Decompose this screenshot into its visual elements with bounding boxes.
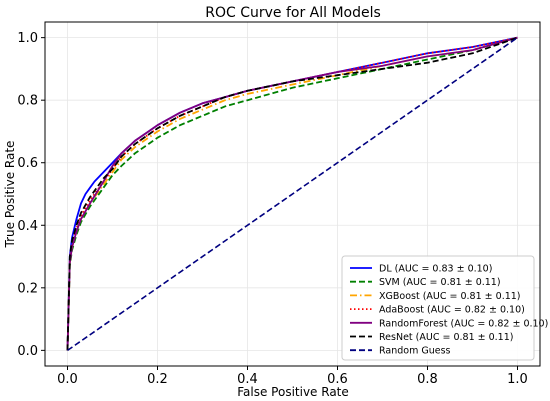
y-tick-label: 0.4: [17, 219, 38, 234]
legend-label-xgboost: XGBoost (AUC = 0.81 ± 0.11): [379, 291, 521, 302]
legend-label-dl: DL (AUC = 0.83 ± 0.10): [379, 264, 492, 275]
x-tick-label: 0.2: [147, 372, 168, 387]
axis-ticks: 0.0 0.2 0.4 0.6 0.8 1.0 0.0 0.2 0.4 0.6 0.8 1.0: [17, 31, 528, 387]
chart-title: ROC Curve for All Models: [205, 5, 381, 21]
series-line-randomforest: [66, 36, 518, 351]
legend-label-randomforest: RandomForest (AUC = 0.82 ± 0.10): [379, 318, 548, 329]
y-tick-label: 0.0: [17, 344, 38, 359]
legend-label-svm: SVM (AUC = 0.81 ± 0.11): [379, 277, 501, 288]
series-line-adaboost: [66, 36, 518, 351]
x-tick-label: 0.8: [417, 372, 438, 387]
legend: DL (AUC = 0.83 ± 0.10) SVM (AUC = 0.81 ± …: [341, 255, 548, 361]
plot-area-frame: [44, 21, 541, 367]
y-tick-label: 0.2: [17, 281, 38, 296]
series-line-random: [67, 36, 518, 352]
y-tick-label: 0.6: [17, 156, 38, 171]
legend-box: [341, 255, 535, 361]
x-axis-label: False Positive Rate: [237, 385, 349, 399]
x-tick-label: 0.6: [327, 372, 348, 387]
grid: [45, 22, 540, 366]
legend-label-resnet: ResNet (AUC = 0.81 ± 0.11): [379, 332, 513, 343]
y-axis-label: True Positive Rate: [3, 141, 17, 249]
x-tick-label: 0.4: [237, 372, 258, 387]
series-line-svm: [66, 36, 518, 351]
x-tick-label: 0.0: [57, 372, 78, 387]
y-tick-label: 0.8: [17, 94, 38, 109]
legend-label-random: Random Guess: [379, 346, 451, 357]
legend-label-adaboost: AdaBoost (AUC = 0.82 ± 0.10): [379, 305, 525, 316]
plot-lines: [66, 36, 518, 352]
y-tick-label: 1.0: [17, 31, 38, 46]
x-tick-label: 1.0: [507, 372, 528, 387]
